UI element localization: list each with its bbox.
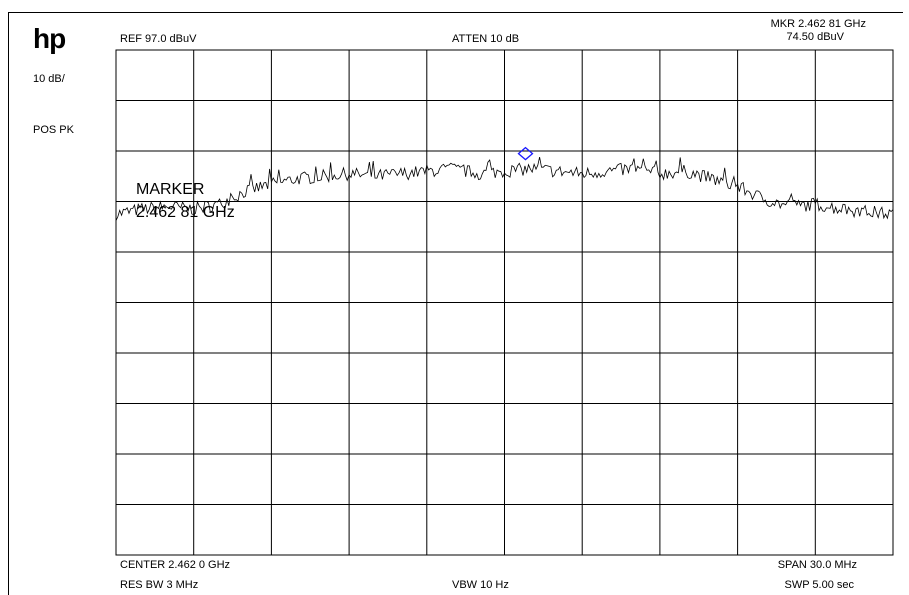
reference-level-label: REF 97.0 dBuV bbox=[120, 33, 197, 45]
hp-logo: hp bbox=[33, 23, 66, 54]
span-label: SPAN 30.0 MHz bbox=[777, 559, 857, 571]
sweep-time-label: SWP 5.00 sec bbox=[784, 579, 855, 591]
vertical-scale-label: 10 dB/ bbox=[33, 73, 65, 85]
graticule bbox=[115, 49, 894, 556]
spectrum-trace bbox=[115, 157, 894, 221]
video-bandwidth-label: VBW 10 Hz bbox=[452, 579, 509, 591]
marker-layer bbox=[517, 146, 534, 161]
marker-annotation-title: MARKER bbox=[136, 181, 205, 198]
frame-left-border bbox=[8, 12, 9, 595]
center-frequency-label: CENTER 2.462 0 GHz bbox=[120, 559, 231, 571]
frame-top-border bbox=[8, 12, 903, 13]
marker-amplitude-readout: 74.50 dBuV bbox=[786, 31, 845, 43]
detector-mode-label: POS PK bbox=[33, 124, 74, 136]
attenuation-label: ATTEN 10 dB bbox=[452, 33, 520, 45]
resolution-bandwidth-label: RES BW 3 MHz bbox=[120, 579, 199, 591]
marker-frequency-readout: MKR 2.462 81 GHz bbox=[770, 18, 866, 30]
trace-layer bbox=[115, 157, 894, 221]
marker-annotation-frequency: 2.462 81 GHz bbox=[136, 204, 235, 221]
marker-diamond bbox=[517, 146, 534, 161]
